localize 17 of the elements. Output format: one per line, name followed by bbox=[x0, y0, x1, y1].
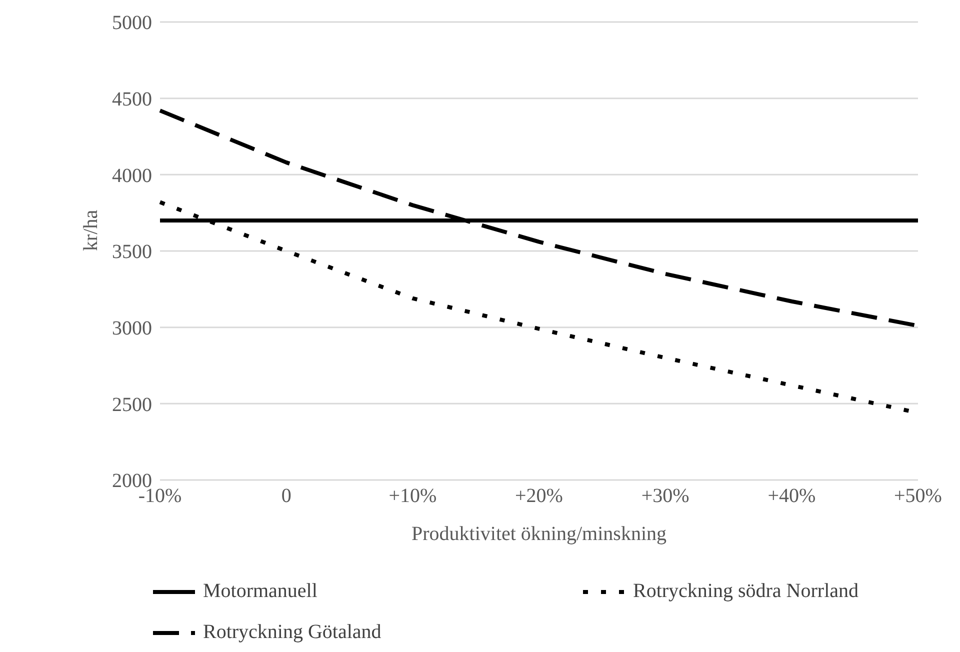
y-tick-label: 4000 bbox=[112, 164, 152, 187]
legend-label: Rotryckning Götaland bbox=[203, 621, 382, 644]
y-axis-title: kr/ha bbox=[80, 210, 102, 251]
legend-label: Rotryckning södra Norrland bbox=[633, 580, 859, 603]
x-tick-label: +20% bbox=[515, 485, 563, 508]
y-tick-label: 5000 bbox=[112, 12, 152, 34]
y-tick-label: 2500 bbox=[112, 394, 152, 416]
x-tick-label: +30% bbox=[641, 485, 690, 508]
x-tick-label: 0 bbox=[281, 485, 292, 508]
y-tick-label: 3500 bbox=[112, 241, 152, 264]
x-tick-label: +50% bbox=[894, 485, 942, 508]
y-tick-label: 4500 bbox=[112, 88, 152, 110]
x-tick-label: +10% bbox=[388, 485, 437, 508]
x-tick-label: +40% bbox=[768, 485, 816, 508]
legend-label: Motormanuell bbox=[203, 580, 318, 603]
y-tick-label: 3000 bbox=[112, 317, 152, 340]
x-axis-title: Produktivitet ökning/minskning bbox=[411, 523, 667, 545]
